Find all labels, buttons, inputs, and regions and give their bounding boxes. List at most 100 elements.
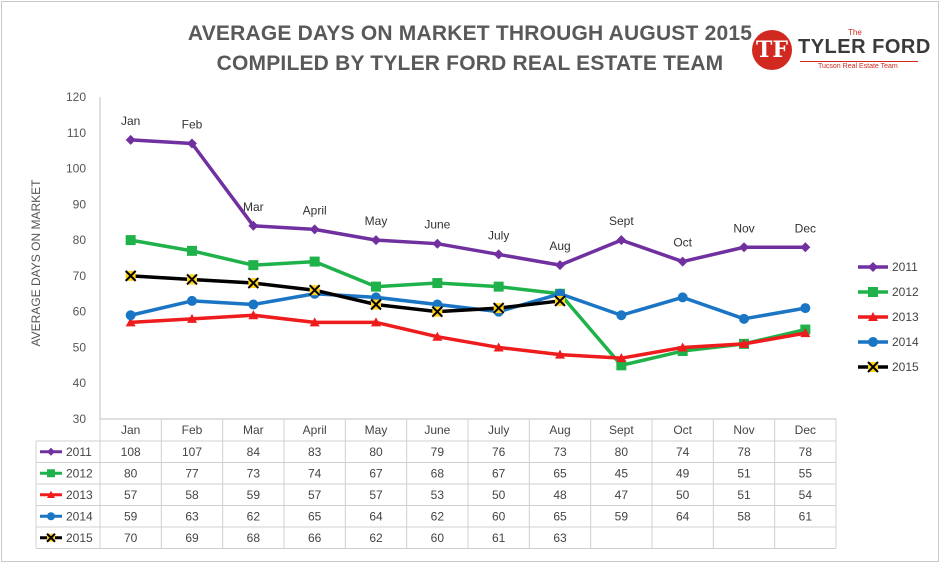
table-cell-value: 108 bbox=[121, 445, 141, 459]
table-cell-value: 59 bbox=[615, 509, 629, 523]
logo-name: TYLER FORD bbox=[798, 36, 931, 58]
table-legend-marker bbox=[47, 469, 55, 478]
data-point-2013 bbox=[125, 317, 136, 327]
x-tick-label: July bbox=[488, 423, 509, 437]
table-cell-value: 84 bbox=[247, 445, 261, 459]
table-cell-value: 57 bbox=[369, 488, 383, 502]
month-annotation: Nov bbox=[733, 221, 754, 235]
data-point-2015-cross bbox=[370, 298, 382, 311]
table-cell-value: 48 bbox=[553, 488, 567, 502]
y-tick-label: 110 bbox=[67, 126, 86, 140]
month-annotation: July bbox=[488, 228, 509, 242]
y-tick-label: 40 bbox=[73, 376, 87, 390]
chart-subtitle: COMPILED BY TYLER FORD REAL ESTATE TEAM bbox=[216, 52, 724, 75]
table-series-label: 2014 bbox=[66, 509, 93, 523]
legend-label: 2014 bbox=[892, 335, 919, 349]
month-annotation: Jan bbox=[121, 114, 140, 128]
month-annotation: Aug bbox=[549, 239, 570, 253]
data-point-2011 bbox=[248, 220, 259, 231]
month-annotation: Oct bbox=[673, 236, 692, 250]
legend-marker bbox=[868, 312, 878, 321]
data-point-2011 bbox=[432, 238, 443, 249]
logo-monogram: TF bbox=[752, 30, 792, 70]
table-cell-value: 55 bbox=[799, 466, 813, 480]
table-cell-value: 70 bbox=[124, 531, 138, 545]
x-tick-label: Oct bbox=[673, 423, 692, 437]
table-cell-value: 66 bbox=[308, 531, 322, 545]
month-annotation: Feb bbox=[182, 118, 203, 132]
data-point-2011 bbox=[187, 138, 197, 149]
table-cell-value: 63 bbox=[553, 531, 567, 545]
data-point-2012 bbox=[371, 281, 381, 292]
y-tick-label: 30 bbox=[73, 412, 87, 426]
y-tick-label: 120 bbox=[66, 90, 86, 104]
table-cell-value: 58 bbox=[185, 488, 199, 502]
data-point-2014 bbox=[248, 299, 259, 310]
table-cell-value: 80 bbox=[369, 445, 383, 459]
x-tick-label: Aug bbox=[549, 423, 570, 437]
table-cell-value: 76 bbox=[492, 445, 506, 459]
legend-marker bbox=[868, 262, 878, 272]
table-cell-value: 78 bbox=[799, 445, 813, 459]
table-cell-value: 51 bbox=[737, 466, 751, 480]
table-cell-value: 49 bbox=[676, 466, 690, 480]
data-point-2015-cross bbox=[554, 295, 566, 307]
data-point-2011 bbox=[493, 249, 504, 260]
data-point-2012 bbox=[125, 235, 136, 246]
table-series-label: 2012 bbox=[66, 466, 93, 480]
table-cell-value: 50 bbox=[492, 488, 506, 502]
month-annotation: Sept bbox=[609, 214, 634, 228]
table-cell-value: 68 bbox=[247, 531, 261, 545]
table-cell-value: 78 bbox=[737, 445, 751, 459]
x-tick-label: April bbox=[303, 423, 327, 437]
y-tick-label: 100 bbox=[66, 162, 86, 176]
table-cell-value: 107 bbox=[182, 445, 202, 459]
data-point-2013 bbox=[371, 317, 381, 327]
chart-title: AVERAGE DAYS ON MARKET THROUGH AUGUST 20… bbox=[187, 22, 753, 45]
series-line-2011 bbox=[130, 138, 806, 267]
data-point-2013 bbox=[616, 353, 627, 363]
data-point-2011 bbox=[555, 260, 565, 271]
table-cell-value: 67 bbox=[492, 466, 506, 480]
table-cell-value: 63 bbox=[185, 509, 199, 523]
legend-marker-cross bbox=[867, 361, 879, 373]
table-cell-value: 47 bbox=[615, 488, 629, 502]
table-cell-value: 69 bbox=[185, 531, 199, 545]
x-tick-label: Nov bbox=[733, 423, 754, 437]
legend-label: 2012 bbox=[892, 285, 919, 299]
data-point-2013 bbox=[555, 349, 565, 359]
month-annotation: June bbox=[424, 218, 450, 232]
table-legend-marker bbox=[47, 490, 55, 498]
data-point-2015-cross bbox=[431, 305, 444, 318]
data-point-2013 bbox=[739, 338, 749, 348]
table-series-label: 2013 bbox=[66, 488, 93, 502]
table-cell-value: 64 bbox=[676, 509, 690, 523]
legend-label: 2015 bbox=[892, 360, 919, 374]
table-cell-value: 59 bbox=[124, 509, 138, 523]
data-point-2013 bbox=[248, 310, 259, 320]
data-point-2014 bbox=[187, 295, 197, 306]
table-cell-value: 53 bbox=[431, 488, 445, 502]
month-annotation: April bbox=[303, 203, 327, 217]
data-point-2014 bbox=[125, 310, 136, 321]
y-tick-label: 50 bbox=[73, 340, 87, 354]
table-legend-marker bbox=[47, 447, 55, 456]
table-legend-marker bbox=[47, 512, 55, 521]
table-cell-value: 74 bbox=[308, 466, 322, 480]
data-point-2013 bbox=[493, 342, 504, 352]
y-axis-label: AVERAGE DAYS ON MARKET bbox=[29, 179, 43, 347]
table-cell-value: 62 bbox=[431, 509, 445, 523]
data-point-2012 bbox=[187, 245, 197, 256]
table-cell-value: 67 bbox=[369, 466, 383, 480]
logo-the: The bbox=[848, 28, 862, 37]
table-series-label: 2011 bbox=[66, 445, 92, 459]
series-line-2015 bbox=[130, 274, 561, 314]
data-point-2012 bbox=[616, 360, 627, 371]
table-cell-value: 60 bbox=[492, 509, 506, 523]
table-cell-value: 62 bbox=[369, 531, 383, 545]
table-cell-value: 57 bbox=[124, 488, 138, 502]
x-tick-label: Feb bbox=[182, 423, 203, 437]
data-point-2015-cross bbox=[247, 277, 260, 289]
